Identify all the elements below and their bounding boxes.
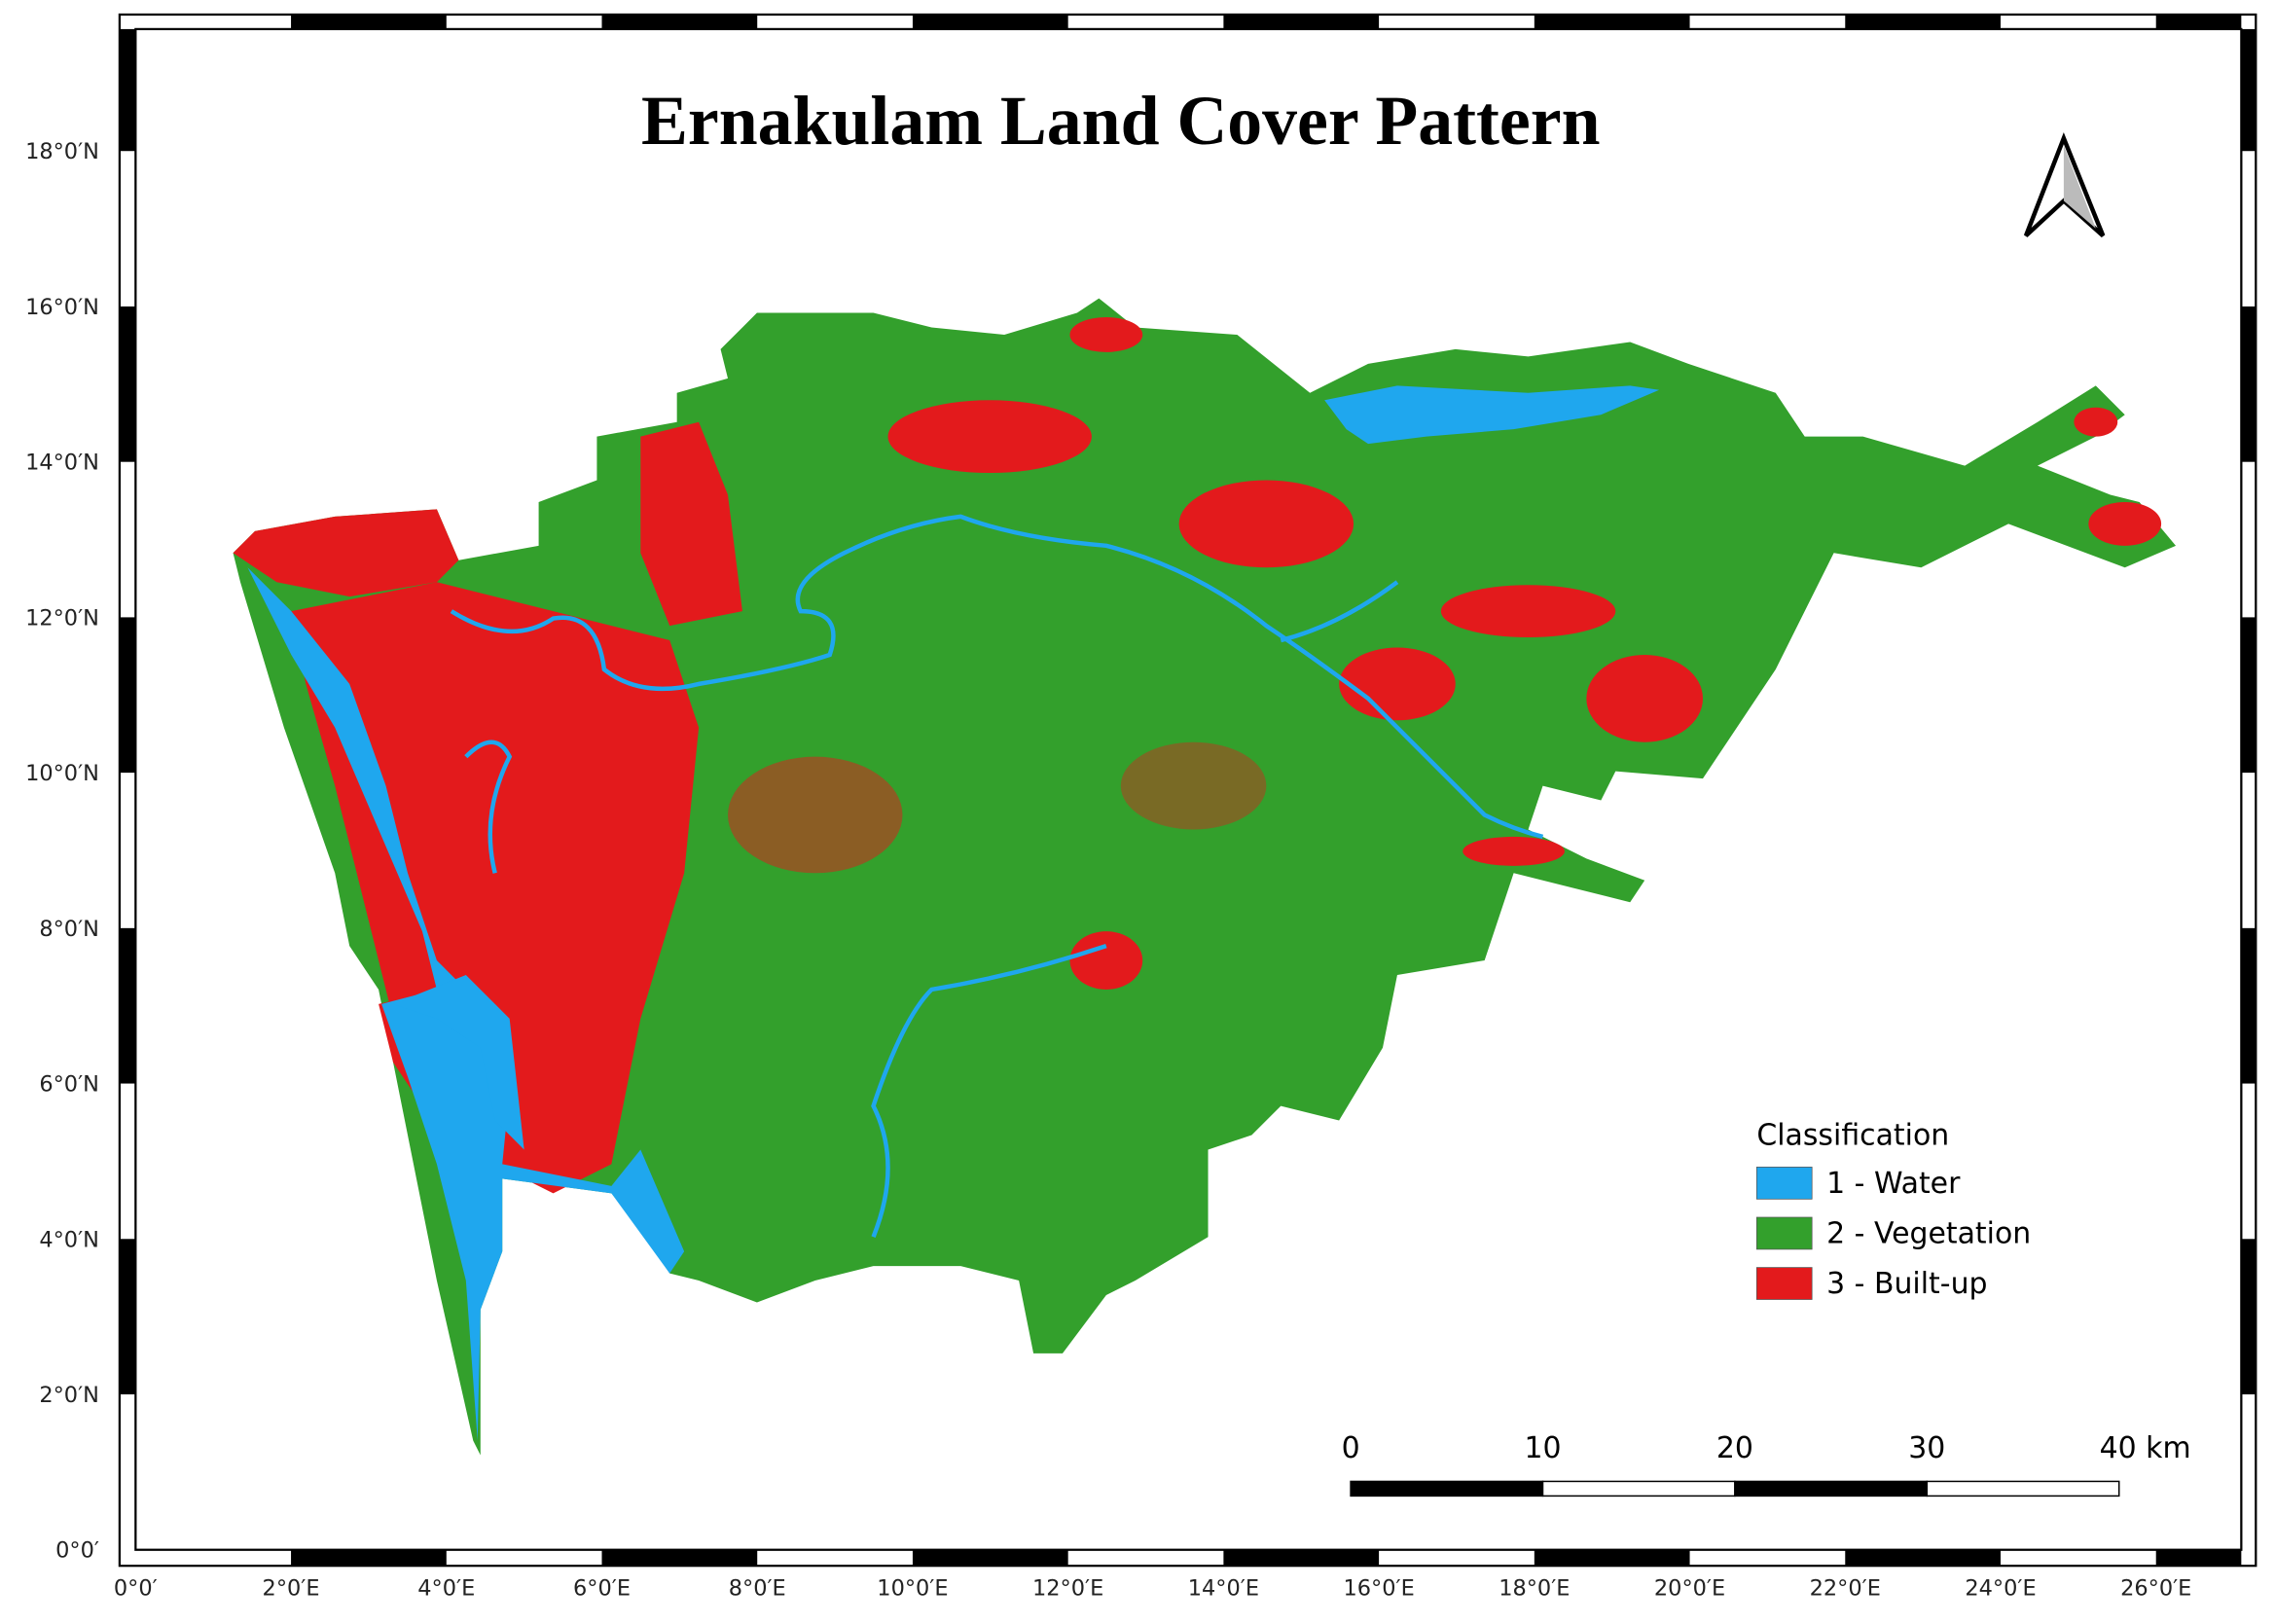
built-up-patch: [640, 421, 742, 627]
latitude-label: 2°0′N: [39, 1383, 99, 1408]
built-up-patch: [1069, 317, 1143, 352]
frame-bar: [2241, 617, 2257, 774]
longitude-label: 18°0′E: [1499, 1576, 1570, 1602]
longitude-label: 10°0′E: [877, 1576, 948, 1602]
scale-label: 0: [1342, 1431, 1360, 1465]
longitude-label: 2°0′E: [263, 1576, 320, 1602]
latitude-label: 14°0′N: [25, 451, 99, 476]
latitude-label: 0°0′: [55, 1538, 99, 1564]
north-arrow: [2023, 131, 2106, 237]
frame-bar: [2241, 1239, 2257, 1395]
frame-bar: [2241, 927, 2257, 1084]
legend-label: 3 - Built-up: [1826, 1267, 1987, 1301]
frame-bar: [291, 14, 447, 29]
longitude-label: 20°0′E: [1654, 1576, 1725, 1602]
frame-bar: [1845, 14, 2001, 29]
longitude-label: 12°0′E: [1032, 1576, 1103, 1602]
frame-bar: [1534, 14, 1690, 29]
legend-swatch: [1755, 1267, 1813, 1300]
scale-segment: [1541, 1480, 1736, 1498]
frame-bar: [291, 1549, 447, 1567]
legend-title: Classification: [1756, 1119, 1949, 1153]
built-up-patch: [887, 400, 1092, 474]
river: [450, 514, 1544, 840]
legend-swatch: [1755, 1216, 1813, 1250]
backwater: [393, 974, 524, 1150]
built-up-patch: [1462, 836, 1565, 866]
frame-bar: [1223, 14, 1380, 29]
frame-bar: [1845, 1549, 2001, 1567]
frame-bar: [119, 306, 136, 462]
river: [464, 740, 513, 874]
scale-segment: [1350, 1480, 1544, 1498]
longitude-label: 0°0′: [114, 1576, 158, 1602]
built-up-patch: [1440, 585, 1616, 638]
frame-bar: [2155, 14, 2242, 29]
built-up-patch: [1120, 741, 1267, 830]
land-cover: [233, 298, 2177, 1456]
frame-bar: [601, 14, 758, 29]
scale-segment: [1734, 1480, 1929, 1498]
lake: [1324, 385, 1660, 445]
frame-bar: [119, 927, 136, 1084]
built-up-patch: [728, 756, 903, 874]
frame-bar: [2241, 28, 2257, 152]
built-up-patch: [2088, 501, 2162, 546]
legend-label: 2 - Vegetation: [1826, 1216, 2031, 1250]
legend: Classification 1 - Water 2 - Vegetation 3 …: [1755, 1119, 2031, 1301]
scale-label: 20: [1716, 1431, 1753, 1465]
latitude-label: 6°0′N: [39, 1072, 99, 1098]
scale-label: 10: [1524, 1431, 1561, 1465]
longitude-label: 8°0′E: [729, 1576, 786, 1602]
rivers: [450, 514, 1544, 1239]
scale-segment: [1926, 1480, 2120, 1498]
longitude-label: 6°0′E: [573, 1576, 631, 1602]
longitude-label: 26°0′E: [2120, 1576, 2191, 1602]
built-up-patch: [1069, 931, 1143, 990]
longitude-label: 16°0′E: [1343, 1576, 1414, 1602]
frame-bar: [2155, 1549, 2242, 1567]
longitude-label: 14°0′E: [1188, 1576, 1259, 1602]
latitude-label: 12°0′N: [25, 605, 99, 631]
legend-label: 1 - Water: [1826, 1167, 1961, 1201]
built-up-patch: [233, 509, 459, 597]
longitude-label: 4°0′E: [417, 1576, 475, 1602]
frame-bar: [2241, 306, 2257, 462]
scale-label: 30: [1908, 1431, 1945, 1465]
frame-bar: [1534, 1549, 1690, 1567]
river: [871, 943, 1107, 1239]
frame-bar: [912, 1549, 1068, 1567]
frame-bar: [912, 14, 1068, 29]
longitude-label: 22°0′E: [1810, 1576, 1881, 1602]
built-up-patch: [1339, 647, 1456, 721]
latitude-label: 4°0′N: [39, 1227, 99, 1252]
built-up-patch: [291, 582, 700, 1194]
built-up-patch: [1586, 654, 1704, 742]
scale-label: 40 km: [2100, 1431, 2191, 1465]
latitude-label: 16°0′N: [25, 295, 99, 320]
built-up-areas: [233, 317, 2162, 1194]
water-bodies: [247, 385, 1660, 1441]
river: [1280, 580, 1399, 643]
built-up-patch: [2074, 407, 2118, 437]
latitude-label: 8°0′N: [39, 917, 99, 942]
legend-swatch: [1755, 1167, 1813, 1200]
latitude-label: 10°0′N: [25, 761, 99, 786]
frame-bar: [601, 1549, 758, 1567]
frame-bar: [1223, 1549, 1380, 1567]
frame-bar: [119, 617, 136, 774]
map-title: Ernakulam Land Cover Pattern: [641, 82, 1600, 160]
scale-bar: 0 10 20 30 40 km: [1342, 1431, 2191, 1498]
frame-bar: [119, 28, 136, 152]
longitude-label: 24°0′E: [1965, 1576, 2036, 1602]
latitude-label: 18°0′N: [25, 139, 99, 164]
built-up-patch: [1178, 480, 1354, 568]
frame-bar: [119, 1239, 136, 1395]
